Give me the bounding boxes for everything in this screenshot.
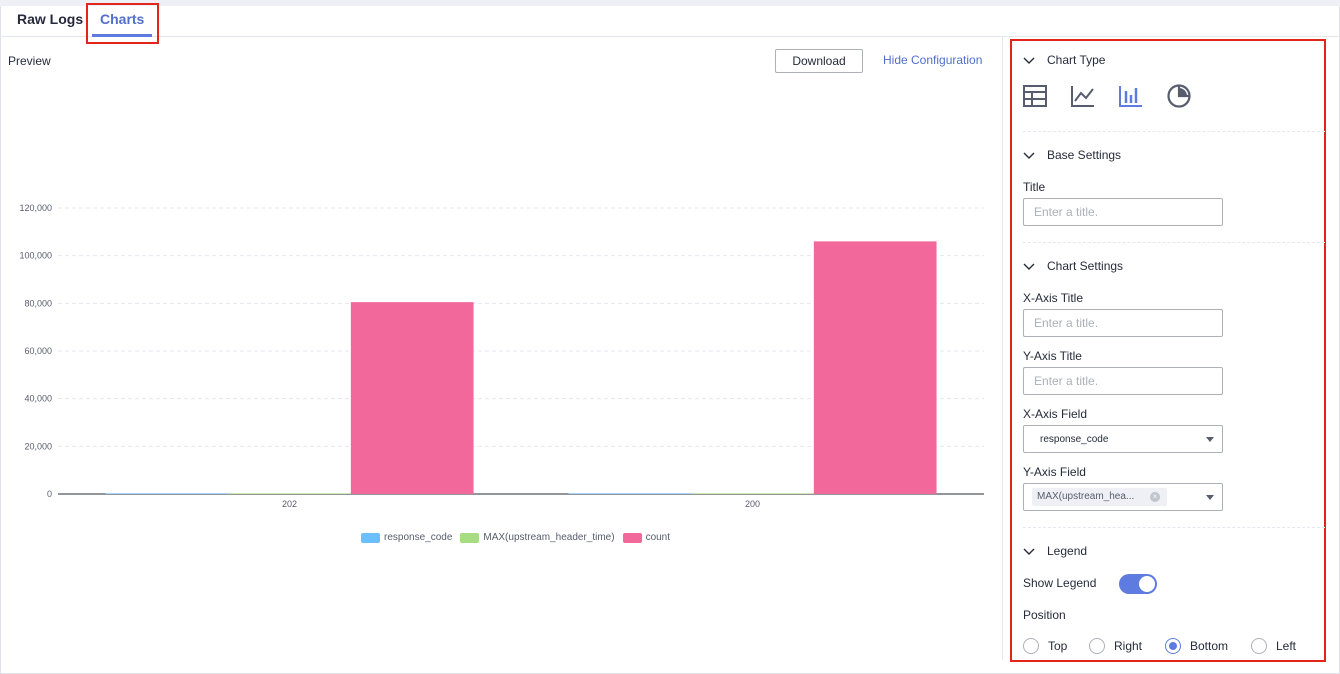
legend-label: response_code [384, 532, 453, 543]
section-divider [1023, 242, 1325, 243]
title-input[interactable] [1023, 198, 1223, 226]
y-axis-field-label: Y-Axis Field [1023, 465, 1086, 479]
chevron-down-icon [1023, 263, 1035, 270]
legend-swatch [361, 532, 380, 543]
legend-item-count[interactable]: count [622, 532, 671, 543]
bar-max-upstream-header-time- [691, 493, 814, 494]
bar-count [813, 241, 937, 494]
section-legend[interactable]: Legend [1023, 544, 1087, 558]
section-chart-type[interactable]: Chart Type [1023, 53, 1105, 67]
section-divider [1023, 131, 1325, 132]
y-tick-label: 80,000 [24, 298, 52, 308]
y-axis-title-label: Y-Axis Title [1023, 349, 1082, 363]
radio-label: Bottom [1190, 639, 1229, 653]
show-legend-toggle[interactable] [1119, 574, 1157, 594]
y-tick-label: 40,000 [24, 394, 52, 404]
x-axis-field-select[interactable]: response_code [1023, 425, 1223, 453]
top-strip [0, 0, 1340, 6]
legend-label: MAX(upstream_header_time) [483, 532, 615, 543]
toggle-knob [1139, 576, 1155, 592]
tab-charts[interactable]: Charts [100, 11, 145, 27]
chip-label: MAX(upstream_hea... [1037, 491, 1135, 502]
highlight-box-charts-tab [86, 3, 159, 44]
select-value: response_code [1040, 434, 1109, 445]
radio-label: Right [1114, 639, 1143, 653]
section-divider [1023, 527, 1325, 528]
hide-configuration-link[interactable]: Hide Configuration [883, 53, 983, 67]
radio-circle-selected [1165, 638, 1181, 654]
x-tick-label: 200 [745, 499, 760, 509]
caret-down-icon [1206, 437, 1214, 442]
section-title: Base Settings [1047, 148, 1122, 162]
bar-response-code [568, 493, 692, 494]
bar-response-code [105, 493, 229, 494]
y-tick-label: 0 [47, 489, 52, 499]
chevron-down-icon [1023, 152, 1035, 159]
x-axis-field-label: X-Axis Field [1023, 407, 1088, 421]
panel-divider [1002, 37, 1003, 660]
radio-right[interactable]: Right [1089, 638, 1142, 654]
download-button[interactable]: Download [775, 49, 863, 73]
y-axis-field-select[interactable]: MAX(upstream_hea... × [1023, 483, 1223, 511]
position-label: Position [1023, 608, 1066, 622]
tab-raw-logs[interactable]: Raw Logs [17, 11, 84, 27]
highlight-box-config-panel [1010, 39, 1326, 662]
legend-label: count [645, 532, 671, 543]
chart-legend: response_code MAX(upstream_header_time) … [361, 532, 678, 543]
section-title: Chart Settings [1047, 259, 1124, 273]
section-base-settings[interactable]: Base Settings [1023, 148, 1121, 162]
bar-chart-icon[interactable] [1118, 83, 1144, 109]
active-tab-indicator [92, 34, 152, 37]
chevron-down-icon [1023, 548, 1035, 555]
tab-bar: Raw Logs Charts [0, 6, 1340, 37]
bar-max-upstream-header-time- [228, 493, 351, 494]
x-tick-label: 202 [282, 499, 297, 509]
radio-label: Top [1048, 639, 1068, 653]
selected-field-chip: MAX(upstream_hea... × [1032, 488, 1167, 506]
x-axis-title-input[interactable] [1023, 309, 1223, 337]
bar-chart: 0 20,000 40,000 60,000 80,000 100,000 120,000 2… [19, 203, 984, 509]
caret-down-icon [1206, 495, 1214, 500]
show-legend-label: Show Legend [1023, 576, 1097, 590]
section-title: Chart Type [1047, 53, 1106, 67]
bar-count [350, 302, 474, 494]
title-label: Title [1023, 180, 1046, 194]
y-axis-title-input[interactable] [1023, 367, 1223, 395]
x-axis-title-label: X-Axis Title [1023, 291, 1084, 305]
radio-label: Left [1276, 639, 1297, 653]
legend-item-response-code[interactable]: response_code [361, 532, 452, 543]
radio-circle [1089, 638, 1105, 654]
line-chart-icon[interactable] [1070, 83, 1096, 109]
y-tick-label: 20,000 [24, 441, 52, 451]
close-icon[interactable]: × [1150, 492, 1160, 502]
radio-left[interactable]: Left [1251, 638, 1296, 654]
radio-circle [1023, 638, 1039, 654]
legend-swatch [622, 532, 642, 543]
table-icon[interactable] [1022, 83, 1048, 109]
section-title: Legend [1047, 544, 1088, 558]
radio-top[interactable]: Top [1023, 638, 1067, 654]
radio-circle [1251, 638, 1267, 654]
y-tick-label: 60,000 [24, 346, 52, 356]
legend-swatch [460, 532, 480, 543]
preview-label: Preview [8, 54, 51, 68]
configuration-panel: Chart Type Base Settings Title Chart Set… [1011, 39, 1326, 661]
chevron-down-icon [1023, 57, 1035, 64]
radio-bottom[interactable]: Bottom [1165, 638, 1228, 654]
y-tick-label: 100,000 [19, 251, 52, 261]
section-chart-settings[interactable]: Chart Settings [1023, 259, 1123, 273]
legend-item-max-upstream[interactable]: MAX(upstream_header_time) [460, 532, 615, 543]
pie-chart-icon[interactable] [1166, 83, 1192, 109]
y-tick-label: 120,000 [19, 203, 52, 213]
